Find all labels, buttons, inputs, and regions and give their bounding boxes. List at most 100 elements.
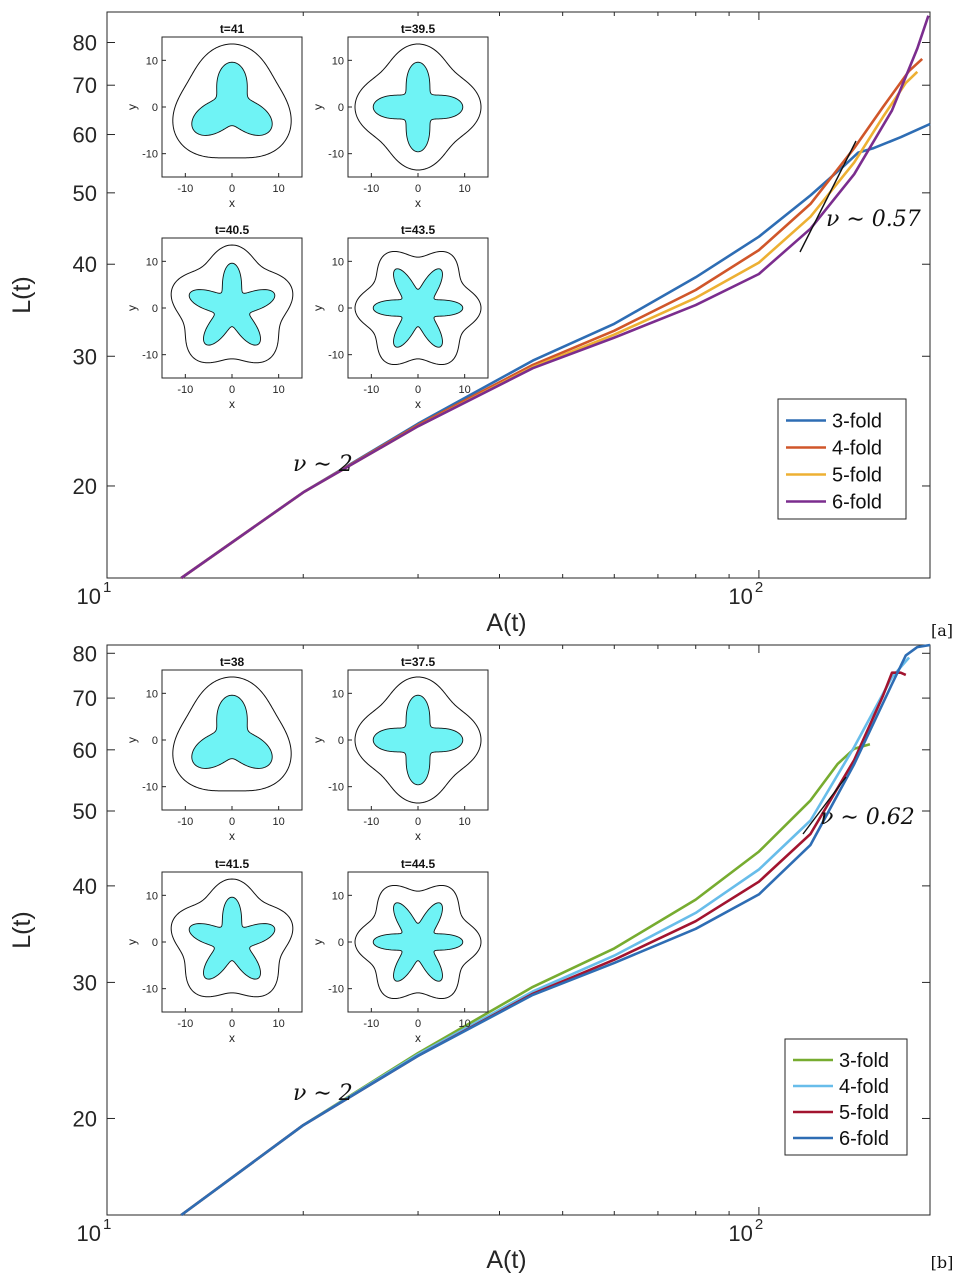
inner-shape <box>191 694 273 769</box>
inset-ytick-label: 10 <box>332 890 344 902</box>
inset-ytick-label: 10 <box>146 688 158 700</box>
inset-ylabel: y <box>125 104 139 110</box>
inset-ytick-label: 10 <box>332 55 344 67</box>
inset-xtick-label: 10 <box>459 816 471 828</box>
y-tick-label: 70 <box>73 686 97 711</box>
inset-plot: t=38 -10 -10 0 0 10 10 x y <box>125 655 303 843</box>
outer-boundary <box>354 676 482 804</box>
inset-title: t=40.5 <box>215 223 250 237</box>
inset-xtick-label: 10 <box>273 816 285 828</box>
y-tick-label: 30 <box>73 970 97 995</box>
inner-shape <box>188 896 276 980</box>
inner-shape <box>372 902 464 982</box>
inset-ytick-label: -10 <box>142 350 158 362</box>
inset-xtick-label: 0 <box>229 384 235 396</box>
y-tick-label: 50 <box>73 799 97 824</box>
inset-title: t=41.5 <box>215 857 250 871</box>
outer-boundary <box>354 250 482 366</box>
inset-xlabel: x <box>415 829 421 843</box>
inset-xlabel: x <box>229 1031 235 1045</box>
y-axis-label: L(t) <box>8 276 36 314</box>
inset-xtick-label: -10 <box>363 1018 379 1030</box>
legend-label: 3-fold <box>839 1050 889 1072</box>
inset-xtick-label: 10 <box>459 183 471 195</box>
inset-ytick-label: -10 <box>142 149 158 161</box>
inset-ylabel: y <box>311 939 325 945</box>
y-tick-label: 60 <box>73 123 97 148</box>
x-tick-label-exp: 2 <box>755 1216 763 1233</box>
x-tick-label-base: 10 <box>728 584 752 609</box>
inset-xlabel: x <box>415 196 421 210</box>
slope-annotation: ν ∼ 2 <box>293 1081 353 1106</box>
x-tick-label-exp: 1 <box>103 1216 111 1233</box>
inset-xtick-label: 0 <box>415 1018 421 1030</box>
inset-ytick-label: -10 <box>142 984 158 996</box>
slope-annotation: ν ∼ 2 <box>293 452 353 477</box>
x-tick-label-exp: 2 <box>755 579 763 596</box>
outer-boundary <box>354 43 482 171</box>
inset-xlabel: x <box>415 1031 421 1045</box>
legend-box <box>777 398 907 520</box>
legend-box <box>784 1038 908 1156</box>
y-tick-label: 40 <box>73 874 97 899</box>
legend-label: 5-fold <box>839 1102 889 1124</box>
inset-ylabel: y <box>125 305 139 311</box>
y-tick-label: 50 <box>73 181 97 206</box>
y-tick-label: 80 <box>73 641 97 666</box>
inset-xtick-label: 10 <box>273 384 285 396</box>
inset-xtick-label: 10 <box>459 384 471 396</box>
inset-title: t=43.5 <box>401 223 436 237</box>
inset-ytick-label: -10 <box>142 782 158 794</box>
inset-title: t=39.5 <box>401 22 436 36</box>
inset-ylabel: y <box>311 737 325 743</box>
inset-xtick-label: 0 <box>415 384 421 396</box>
legend-label: 4-fold <box>832 438 882 460</box>
panel-label: [b] <box>931 1253 954 1272</box>
inset-plot: t=40.5 -10 -10 0 0 10 10 x y <box>125 223 303 411</box>
legend-label: 4-fold <box>839 1076 889 1098</box>
panel-label: [a] <box>931 621 953 640</box>
plot-area <box>106 11 931 579</box>
inset-ylabel: y <box>311 104 325 110</box>
inset-ytick-label: 10 <box>146 890 158 902</box>
y-tick-label: 60 <box>73 738 97 763</box>
slope-annotation: ν ∼ 0.57 <box>826 207 921 232</box>
inset-ytick-label: 10 <box>332 256 344 268</box>
inset-ytick-label: 0 <box>338 937 344 949</box>
x-axis-label: A(t) <box>486 609 526 637</box>
y-tick-label: 20 <box>73 1106 97 1131</box>
inset-ytick-label: 0 <box>338 102 344 114</box>
x-tick-label-exp: 1 <box>103 579 111 596</box>
legend: 3-fold 4-fold 5-fold 6-fold <box>784 1038 908 1156</box>
inset-ytick-label: -10 <box>328 984 344 996</box>
legend-label: 5-fold <box>832 465 882 487</box>
inset-ytick-label: 0 <box>338 303 344 315</box>
inset-ylabel: y <box>125 939 139 945</box>
outer-boundary <box>172 676 292 792</box>
inset-title: t=41 <box>220 22 245 36</box>
series-line-6-fold <box>180 15 930 580</box>
legend-label: 3-fold <box>832 411 882 433</box>
inset-ytick-label: 10 <box>146 256 158 268</box>
inset-xtick-label: -10 <box>177 384 193 396</box>
inner-shape <box>372 61 464 153</box>
y-tick-label: 80 <box>73 30 97 55</box>
slope-reference-line <box>802 776 847 835</box>
y-tick-label: 70 <box>73 73 97 98</box>
y-tick-label: 20 <box>73 474 97 499</box>
inset-ytick-label: -10 <box>328 350 344 362</box>
inset-plot: t=41 -10 -10 0 0 10 10 x y <box>125 22 303 210</box>
inset-xtick-label: 0 <box>229 816 235 828</box>
x-tick-label-base: 10 <box>728 1221 752 1246</box>
inset-xtick-label: -10 <box>363 384 379 396</box>
inset-xtick-label: -10 <box>177 1018 193 1030</box>
inset-ylabel: y <box>125 737 139 743</box>
legend-label: 6-fold <box>839 1128 889 1150</box>
inset-xtick-label: 10 <box>459 1018 471 1030</box>
inset-xlabel: x <box>415 397 421 411</box>
outer-boundary <box>170 244 294 364</box>
inset-ytick-label: 0 <box>152 303 158 315</box>
inset-plot: t=41.5 -10 -10 0 0 10 10 x y <box>125 857 303 1045</box>
